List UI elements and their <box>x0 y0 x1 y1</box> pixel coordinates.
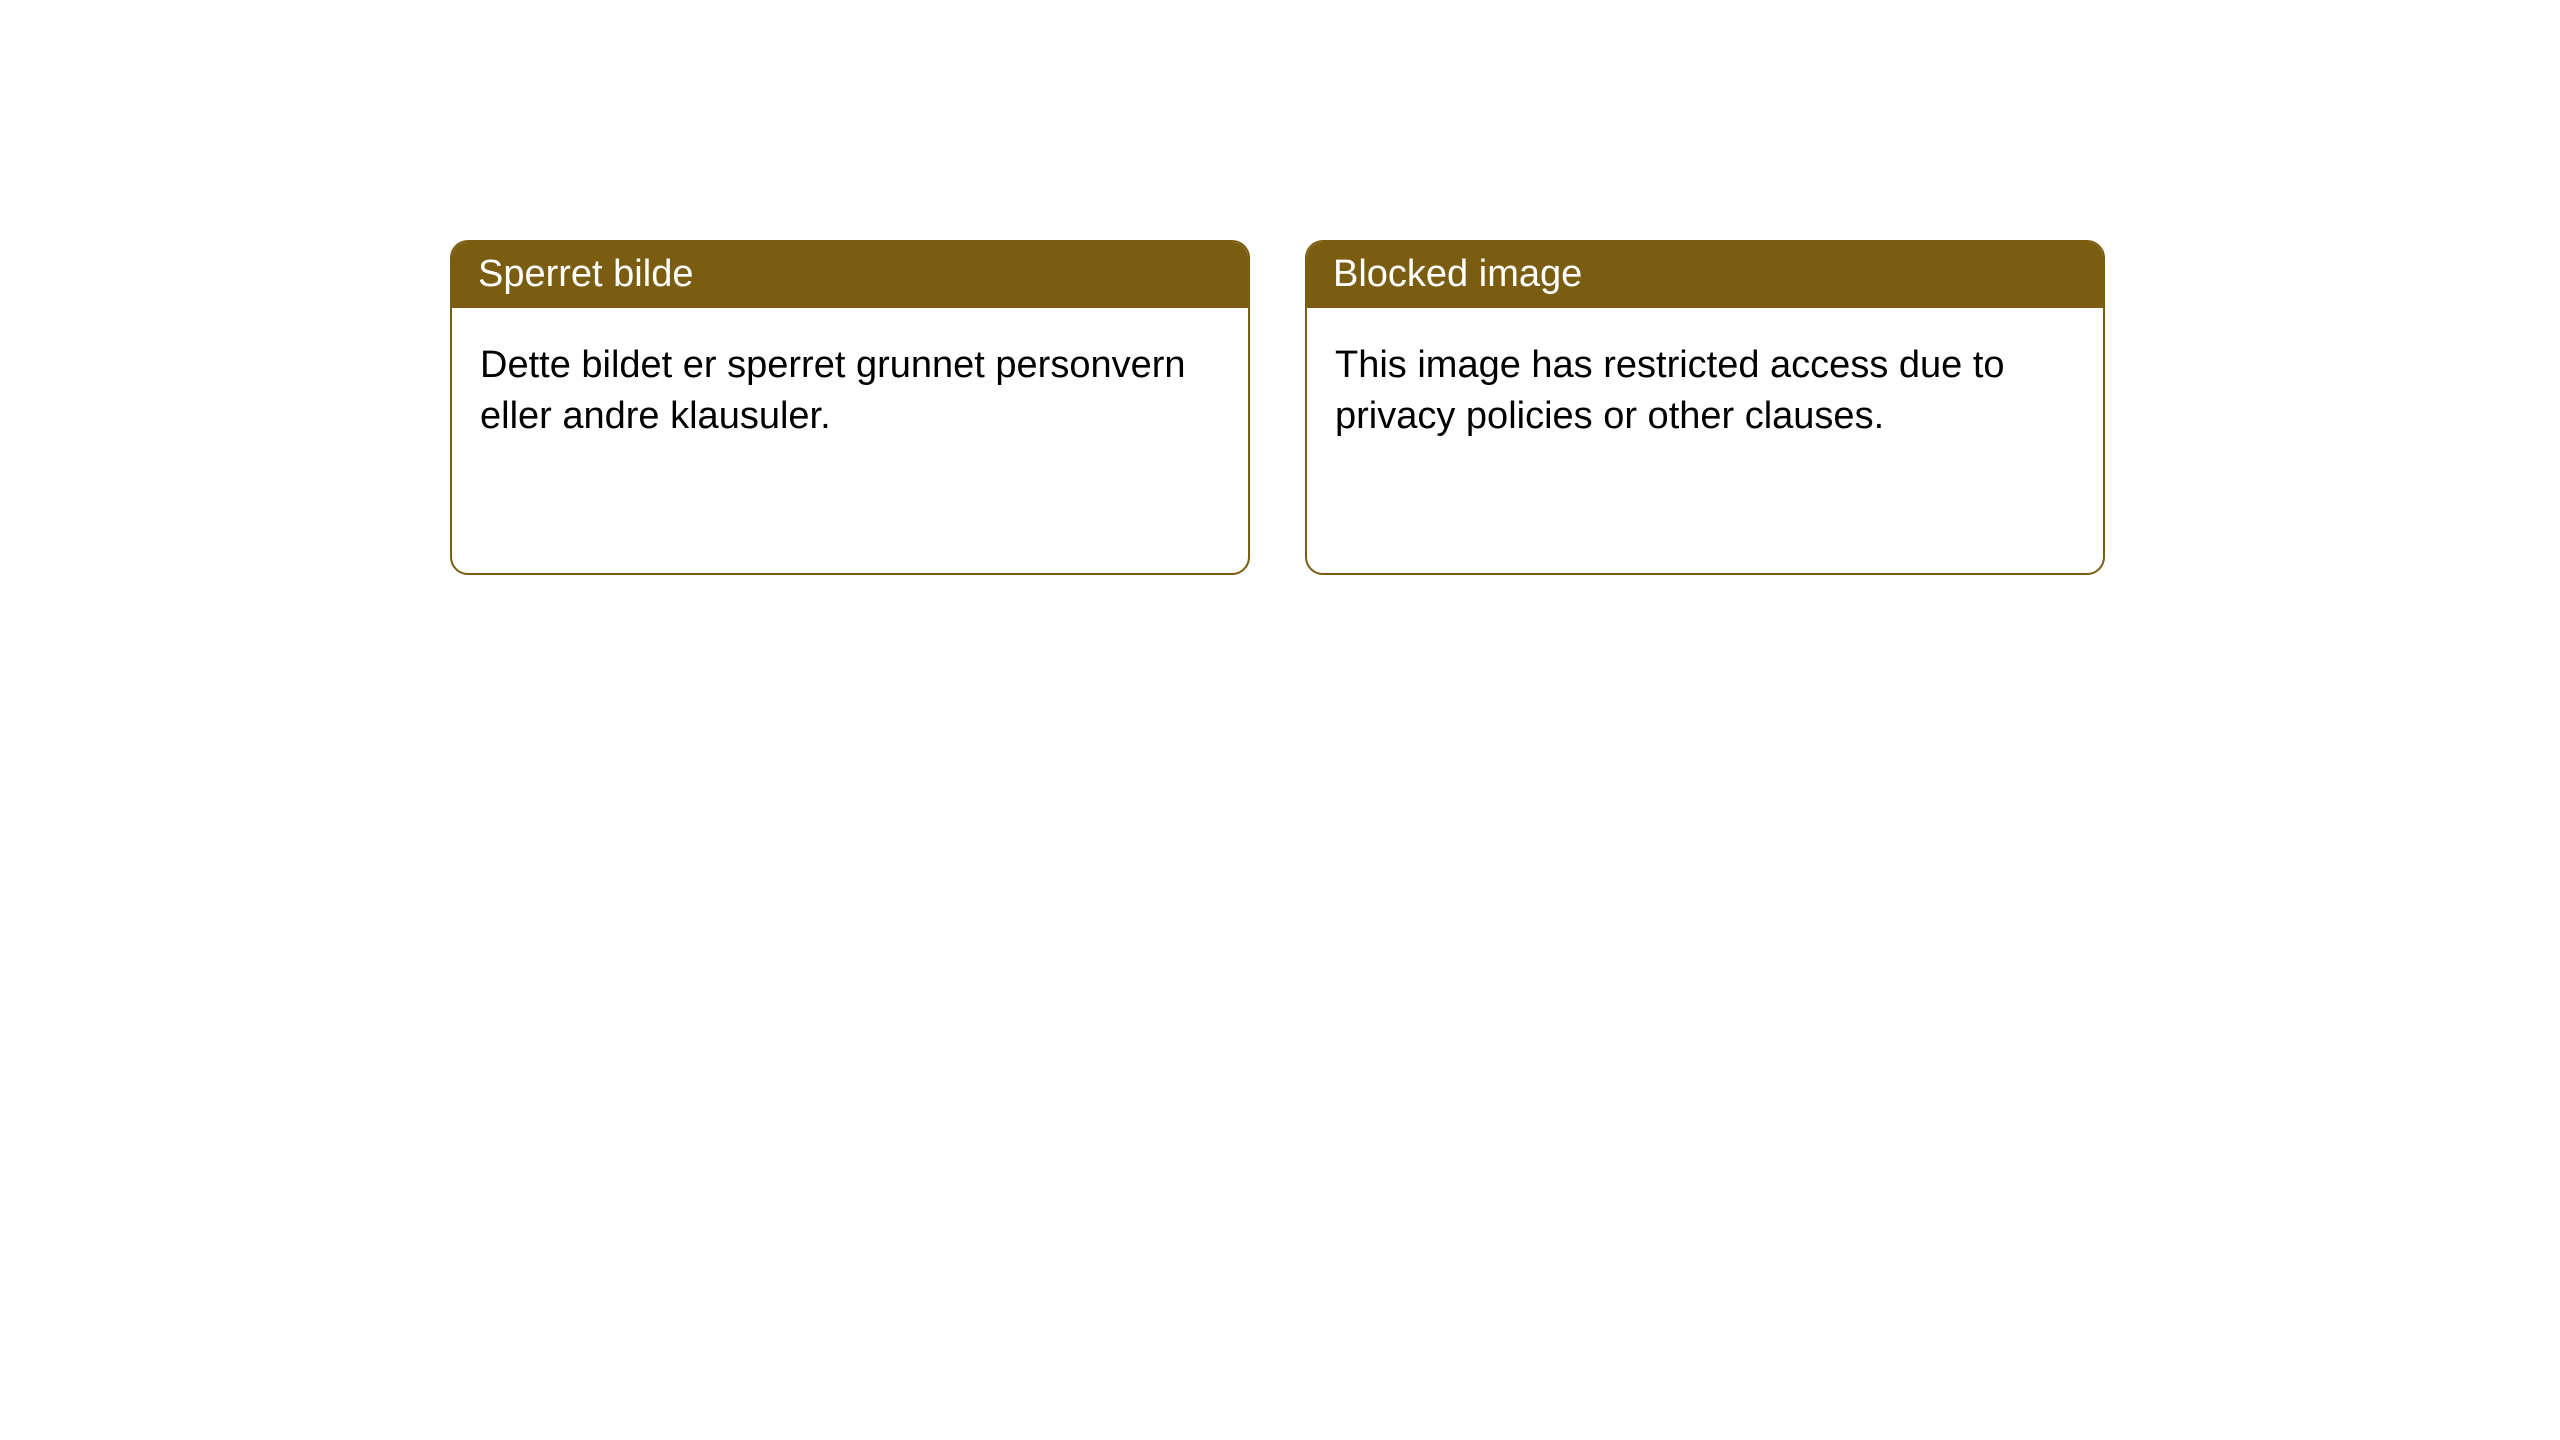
notice-card-body: This image has restricted access due to … <box>1307 308 2103 475</box>
notice-card-norwegian: Sperret bilde Dette bildet er sperret gr… <box>450 240 1250 575</box>
notice-cards-container: Sperret bilde Dette bildet er sperret gr… <box>450 240 2560 575</box>
notice-card-title: Blocked image <box>1307 242 2103 308</box>
notice-card-title: Sperret bilde <box>452 242 1248 308</box>
notice-card-body: Dette bildet er sperret grunnet personve… <box>452 308 1248 475</box>
notice-card-english: Blocked image This image has restricted … <box>1305 240 2105 575</box>
